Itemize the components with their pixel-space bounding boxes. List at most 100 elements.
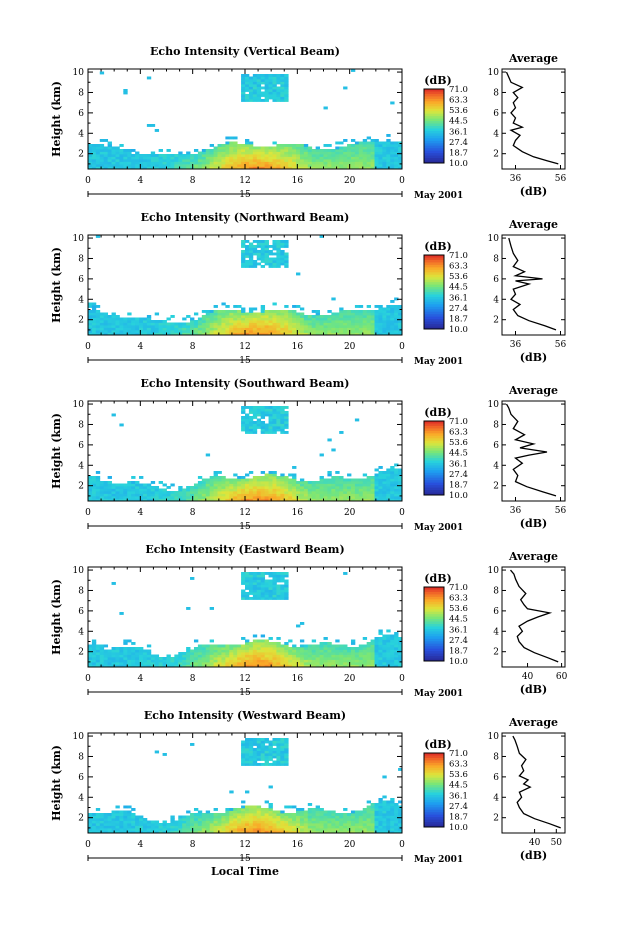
average-frame <box>502 235 565 335</box>
colorbar-tick-label: 18.7 <box>449 812 468 822</box>
colorbar-tick-label: 36.1 <box>449 293 468 303</box>
heatmap-cells <box>88 406 402 501</box>
average-y-tick-label: 10 <box>488 732 500 742</box>
colorbar-tick-label: 44.5 <box>449 283 468 293</box>
average-frame <box>502 401 565 501</box>
colorbar-tick-label: 53.6 <box>449 438 468 448</box>
date-marker: 15 <box>239 522 251 532</box>
average-title: Average <box>508 218 558 231</box>
colorbar-gradient <box>424 89 444 163</box>
panel-title: Echo Intensity (Vertical Beam) <box>150 45 340 58</box>
colorbar-tick-label: 71.0 <box>449 417 468 427</box>
average-y-tick-label: 8 <box>493 420 499 430</box>
y-tick-label: 2 <box>78 482 84 492</box>
colorbar-unit: (dB) <box>424 572 451 585</box>
colorbar-tick-label: 63.3 <box>449 262 468 272</box>
y-tick-label: 6 <box>78 607 84 617</box>
colorbar-tick-label: 71.0 <box>449 251 468 261</box>
panel-title: Echo Intensity (Southward Beam) <box>141 377 350 390</box>
colorbar-tick-label: 27.4 <box>449 304 468 314</box>
average-profile-line <box>507 404 557 496</box>
x-tick-label: 12 <box>239 342 250 352</box>
x-tick-label: 0 <box>399 508 405 518</box>
average-y-tick-label: 2 <box>493 316 499 326</box>
y-tick-label: 6 <box>78 773 84 783</box>
y-tick-label: 10 <box>73 68 85 78</box>
colorbar-gradient <box>424 587 444 661</box>
average-profile-line <box>511 570 559 662</box>
colorbar-tick-label: 27.4 <box>449 802 468 812</box>
y-tick-label: 10 <box>73 400 85 410</box>
average-x-label: (dB) <box>520 185 547 198</box>
colorbar-tick-label: 36.1 <box>449 459 468 469</box>
average-profile-line <box>509 238 556 330</box>
colorbar-tick-label: 10.0 <box>449 823 468 833</box>
colorbar-tick-label: 63.3 <box>449 428 468 438</box>
colorbar-unit: (dB) <box>424 738 451 751</box>
y-axis-label: Height (km) <box>50 745 63 821</box>
colorbar-tick-label: 44.5 <box>449 117 468 127</box>
colorbar-tick-label: 36.1 <box>449 625 468 635</box>
y-tick-label: 6 <box>78 109 84 119</box>
average-title: Average <box>508 550 558 563</box>
average-frame <box>502 69 565 169</box>
x-tick-label: 0 <box>399 674 405 684</box>
colorbar-tick-label: 71.0 <box>449 85 468 95</box>
x-tick-label: 0 <box>399 840 405 850</box>
average-x-label: (dB) <box>520 849 547 862</box>
colorbar-tick-label: 18.7 <box>449 480 468 490</box>
colorbar-tick-label: 63.3 <box>449 594 468 604</box>
x-tick-label: 16 <box>292 176 304 186</box>
average-y-tick-label: 6 <box>493 441 499 451</box>
colorbar-tick-label: 36.1 <box>449 127 468 137</box>
panel-title: Echo Intensity (Northward Beam) <box>141 211 350 224</box>
average-profile-line <box>513 736 561 828</box>
average-y-tick-label: 6 <box>493 109 499 119</box>
average-y-tick-label: 4 <box>493 295 499 305</box>
average-x-tick-label: 56 <box>555 506 567 516</box>
average-x-tick-label: 40 <box>522 672 534 682</box>
average-y-tick-label: 8 <box>493 254 499 264</box>
heatmap-cells <box>88 235 402 335</box>
x-tick-label: 12 <box>239 840 250 850</box>
y-tick-label: 8 <box>78 586 84 596</box>
average-y-tick-label: 6 <box>493 607 499 617</box>
x-tick-label: 8 <box>190 674 196 684</box>
y-tick-label: 10 <box>73 732 85 742</box>
colorbar-tick-label: 27.4 <box>449 470 468 480</box>
colorbar-tick-label: 53.6 <box>449 770 468 780</box>
average-x-label: (dB) <box>520 351 547 364</box>
colorbar-tick-label: 36.1 <box>449 791 468 801</box>
date-label: May 2001 <box>414 689 463 699</box>
colorbar-tick-label: 53.6 <box>449 272 468 282</box>
colorbar-tick-label: 53.6 <box>449 106 468 116</box>
average-y-tick-label: 10 <box>488 68 500 78</box>
average-y-tick-label: 2 <box>493 482 499 492</box>
colorbar-tick-label: 27.4 <box>449 138 468 148</box>
average-y-tick-label: 4 <box>493 627 499 637</box>
average-x-tick-label: 36 <box>510 174 522 184</box>
x-tick-label: 4 <box>137 176 143 186</box>
x-tick-label: 4 <box>137 508 143 518</box>
colorbar-tick-label: 44.5 <box>449 615 468 625</box>
average-y-tick-label: 2 <box>493 814 499 824</box>
average-y-tick-label: 10 <box>488 566 500 576</box>
date-marker: 15 <box>239 854 251 864</box>
x-tick-label: 0 <box>399 342 405 352</box>
x-tick-label: 8 <box>190 508 196 518</box>
y-tick-label: 4 <box>78 129 84 139</box>
y-tick-label: 4 <box>78 627 84 637</box>
colorbar-tick-label: 53.6 <box>449 604 468 614</box>
x-tick-label: 0 <box>85 508 91 518</box>
panel-title: Echo Intensity (Eastward Beam) <box>145 543 344 556</box>
average-y-tick-label: 2 <box>493 648 499 658</box>
x-tick-label: 20 <box>344 840 356 850</box>
y-axis-label: Height (km) <box>50 413 63 489</box>
x-tick-label: 0 <box>85 674 91 684</box>
average-y-tick-label: 6 <box>493 275 499 285</box>
colorbar-tick-label: 44.5 <box>449 449 468 459</box>
y-tick-label: 4 <box>78 295 84 305</box>
